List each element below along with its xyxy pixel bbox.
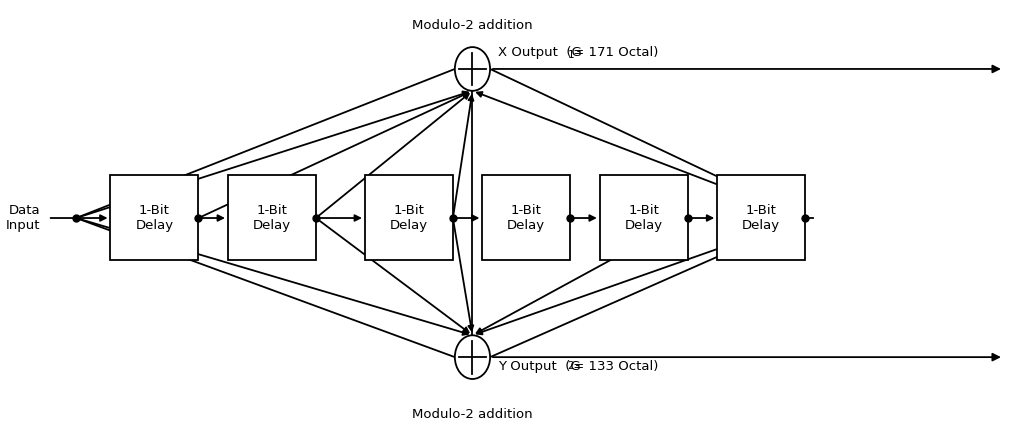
Bar [365,175,453,260]
Bar [483,175,570,260]
Ellipse shape [455,47,490,91]
Text: Y Output  (G: Y Output (G [498,360,581,373]
Bar [599,175,687,260]
Bar [228,175,316,260]
Ellipse shape [455,335,490,379]
Text: Modulo-2 addition: Modulo-2 addition [412,19,532,32]
Text: 1-Bit
Delay: 1-Bit Delay [625,203,663,232]
Text: 1-Bit
Delay: 1-Bit Delay [252,203,291,232]
Bar [717,175,805,260]
Text: 1-Bit
Delay: 1-Bit Delay [389,203,428,232]
Text: 1-Bit
Delay: 1-Bit Delay [742,203,780,232]
Text: 2: 2 [568,361,574,371]
Text: 1-Bit
Delay: 1-Bit Delay [507,203,546,232]
Text: 1-Bit
Delay: 1-Bit Delay [136,203,173,232]
Text: = 133 Octal): = 133 Octal) [569,360,659,373]
Text: Modulo-2 addition: Modulo-2 addition [412,408,532,421]
Bar [111,175,199,260]
Text: = 171 Octal): = 171 Octal) [569,46,659,59]
Text: 1: 1 [568,50,574,60]
Text: X Output  (G: X Output (G [498,46,582,59]
Text: Data
Input: Data Input [5,204,40,232]
